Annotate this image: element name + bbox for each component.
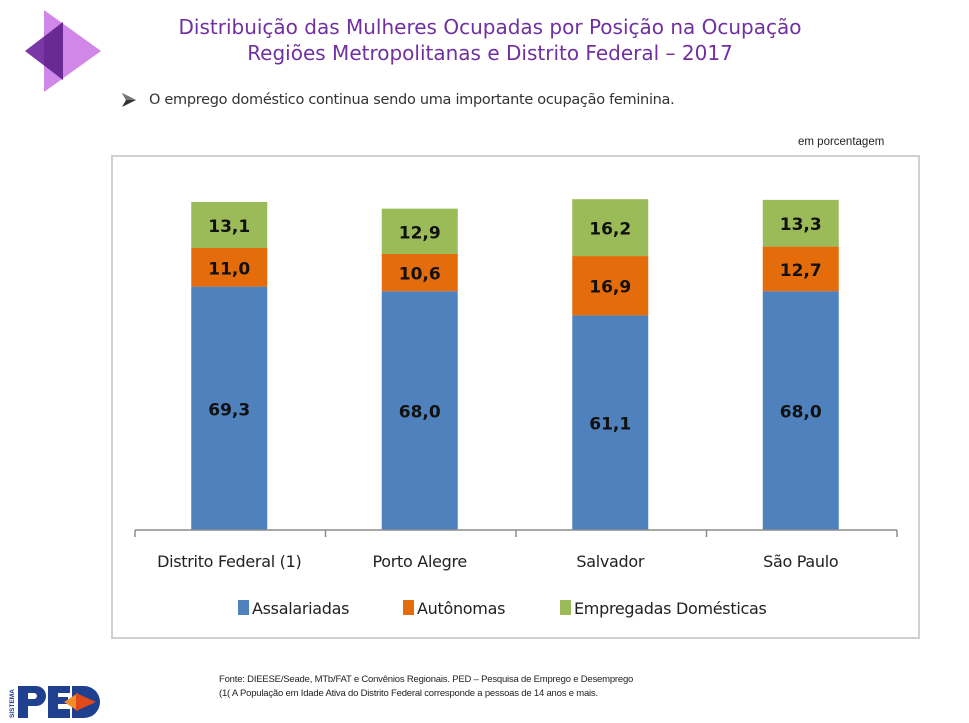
- bullet-text: O emprego doméstico continua sendo uma i…: [149, 92, 675, 108]
- data-label: 10,6: [399, 265, 441, 285]
- data-label: 13,1: [208, 217, 250, 237]
- bar-segment: [381, 208, 458, 254]
- data-label: 69,3: [208, 400, 250, 420]
- bar-segment: [762, 291, 839, 530]
- title-line-2: Regiões Metropolitanas e Distrito Federa…: [247, 41, 733, 65]
- category-tick-label: Distrito Federal (1): [157, 552, 301, 571]
- bar-segment: [572, 199, 649, 257]
- bar-segment: [191, 286, 268, 530]
- bar-segment: [191, 247, 268, 287]
- footnote: (1( A População em Idade Ativa do Distri…: [219, 688, 598, 699]
- footer-notes: Fonte: DIEESE/Seade, MTb/FAT e Convênios…: [219, 673, 633, 701]
- legend-label: Empregadas Domésticas: [574, 599, 767, 618]
- data-label: 16,9: [589, 278, 631, 298]
- unit-note: em porcentagem: [798, 136, 885, 148]
- data-label: 68,0: [399, 403, 441, 423]
- bar-segment: [762, 199, 839, 247]
- arrowhead-bullet-icon: [122, 93, 136, 107]
- data-label: 68,0: [780, 403, 822, 423]
- svg-text:SISTEMA: SISTEMA: [9, 689, 16, 718]
- data-label: 11,0: [208, 259, 250, 279]
- data-label: 13,3: [780, 215, 822, 235]
- data-label: 61,1: [589, 415, 631, 435]
- legend-label: Autônomas: [417, 599, 505, 618]
- bar-segment: [572, 315, 649, 530]
- bar-segment: [381, 253, 458, 292]
- bar-segment: [381, 291, 458, 530]
- legend-swatch: [560, 600, 571, 615]
- category-tick-label: Porto Alegre: [373, 552, 467, 571]
- category-tick-label: Salvador: [576, 552, 645, 571]
- sistema-ped-logo-icon: SISTEMA: [9, 686, 100, 718]
- bullet-point: O emprego doméstico continua sendo uma i…: [121, 92, 675, 108]
- legend-label: Assalariadas: [252, 599, 349, 618]
- data-label: 12,7: [780, 261, 822, 281]
- title-line-1: Distribuição das Mulheres Ocupadas por P…: [178, 15, 802, 39]
- legend-swatch: [238, 600, 249, 615]
- purple-triangles-logo-icon: [25, 10, 101, 92]
- data-label: 12,9: [399, 223, 441, 243]
- data-label: 16,2: [589, 220, 631, 240]
- bar-segment: [572, 256, 649, 316]
- source-note: Fonte: DIEESE/Seade, MTb/FAT e Convênios…: [219, 674, 634, 685]
- legend-swatch: [403, 600, 414, 615]
- bar-segment: [191, 201, 268, 248]
- bar-segment: [762, 246, 839, 292]
- page-title: Distribuição das Mulheres Ocupadas por P…: [120, 14, 860, 66]
- category-tick-label: São Paulo: [763, 552, 838, 571]
